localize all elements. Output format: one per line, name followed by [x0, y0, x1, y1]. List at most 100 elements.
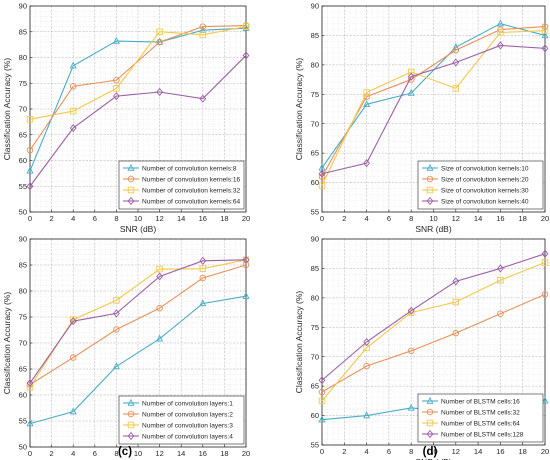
legend-marker: [426, 419, 434, 427]
data-point: [113, 76, 120, 84]
data-point: [452, 277, 460, 286]
y-tick-label: 75: [19, 79, 27, 88]
data-point: [113, 326, 120, 333]
series-2: [26, 22, 250, 154]
x-tick-label: 16: [199, 449, 207, 458]
series-4: [26, 51, 250, 191]
series-line: [321, 262, 546, 402]
x-tick-label: 16: [199, 214, 207, 223]
legend-label: Size of convolution kernels:10: [441, 165, 529, 172]
y-tick-label: 85: [311, 31, 319, 40]
series-line: [29, 295, 247, 425]
y-tick-label: 80: [19, 287, 27, 296]
data-point: [156, 28, 163, 35]
series-line: [29, 259, 247, 384]
x-tick-label: 8: [114, 449, 118, 458]
data-point: [363, 89, 370, 96]
x-tick-label: 12: [452, 447, 460, 456]
x-tick-label: 2: [50, 449, 54, 458]
y-axis-label: Classification Accuracy (%): [294, 291, 304, 394]
x-tick-label: 8: [114, 214, 118, 223]
x-tick-label: 14: [474, 214, 482, 223]
series-line: [321, 23, 546, 169]
data-point: [156, 272, 163, 281]
data-point: [113, 92, 120, 101]
data-point: [452, 43, 460, 50]
legend-marker: [127, 196, 135, 206]
data-point: [363, 93, 370, 100]
x-tick-label: 10: [134, 214, 142, 223]
y-axis-label: Classification Accuracy (%): [2, 292, 12, 395]
legend-marker: [127, 431, 135, 441]
legend-label: Number of convolution layers:3: [142, 422, 233, 429]
legend-label: Number of convolution kernels:64: [142, 198, 241, 205]
data-point: [407, 72, 415, 81]
series-line: [29, 264, 247, 386]
data-point: [318, 415, 326, 423]
legend-marker: [426, 408, 434, 416]
data-point: [199, 265, 207, 272]
x-tick-label: 0: [320, 214, 324, 223]
x-tick-label: 14: [177, 214, 185, 223]
data-point: [318, 182, 326, 189]
data-point: [363, 100, 371, 107]
x-tick-label: 20: [541, 447, 549, 456]
data-point: [26, 116, 34, 123]
y-tick-label: 50: [19, 208, 27, 217]
series-2: [318, 291, 549, 396]
series-line: [29, 55, 247, 187]
legend-label: Number of convolution kernels:8: [142, 165, 237, 172]
legend-marker: [426, 196, 434, 206]
legend-marker: [426, 175, 434, 183]
data-point: [452, 46, 460, 54]
x-axis-label: SNR (dB): [415, 457, 452, 460]
data-point: [199, 256, 207, 265]
data-point: [541, 291, 549, 298]
x-tick-label: 6: [387, 447, 391, 456]
data-point: [199, 274, 207, 282]
data-point: [113, 85, 120, 92]
x-tick-label: 12: [155, 214, 163, 223]
data-point: [541, 259, 549, 266]
y-tick-label: 80: [311, 60, 319, 69]
data-point: [452, 85, 460, 92]
x-tick-label: 8: [409, 447, 413, 456]
x-tick-label: 10: [134, 449, 142, 458]
legend-box: [118, 395, 245, 445]
x-tick-label: 10: [429, 214, 437, 223]
legend-label: Size of convolution kernels:40: [441, 198, 529, 205]
y-tick-label: 90: [19, 2, 27, 11]
legend-label: Number of convolution layers:2: [142, 411, 233, 418]
data-point: [363, 344, 370, 352]
legend-marker: [127, 398, 135, 406]
x-tick-label: 14: [474, 447, 482, 456]
x-tick-label: 12: [452, 214, 460, 223]
x-tick-label: 4: [365, 447, 369, 456]
legend-label: Number of BLSTM cells:128: [441, 431, 524, 438]
data-point: [497, 264, 504, 273]
legend-marker: [127, 186, 135, 194]
x-tick-label: 4: [365, 214, 369, 223]
data-point: [497, 41, 504, 50]
y-tick-label: 80: [19, 53, 27, 62]
data-point: [113, 297, 120, 304]
legend-box: [118, 160, 245, 210]
data-point: [541, 249, 549, 258]
data-point: [541, 27, 549, 34]
series-4: [318, 249, 549, 385]
data-point: [407, 403, 415, 411]
y-tick-label: 55: [19, 182, 27, 191]
y-tick-label: 50: [19, 443, 27, 452]
x-tick-label: 2: [342, 214, 346, 223]
data-point: [112, 36, 120, 44]
data-point: [26, 146, 34, 154]
data-point: [363, 159, 370, 168]
data-point: [242, 292, 250, 299]
series-1: [26, 292, 250, 427]
data-point: [496, 19, 504, 27]
x-tick-label: 8: [409, 214, 413, 223]
data-point: [199, 23, 207, 30]
y-tick-label: 65: [19, 365, 27, 374]
